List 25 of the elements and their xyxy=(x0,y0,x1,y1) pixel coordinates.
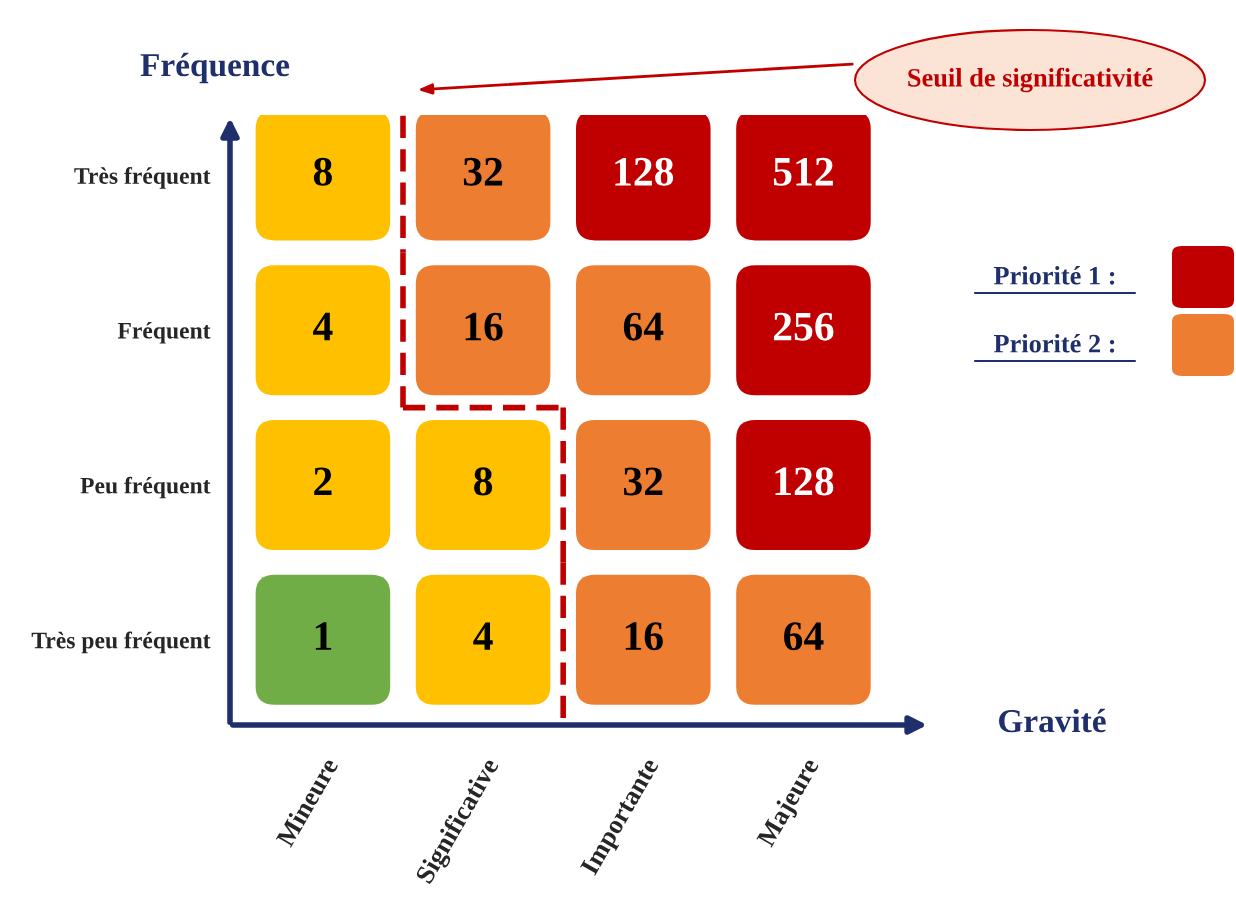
data-label: 16 xyxy=(625,622,663,651)
x-axis-title: Gravité xyxy=(999,708,1106,733)
data-label: 128 xyxy=(615,157,674,186)
data-label: 4 xyxy=(313,312,333,341)
legend-label: Priorité 1 : xyxy=(993,266,1115,285)
legend-label: Priorité 2 : xyxy=(993,334,1115,353)
data-label: 8 xyxy=(474,467,493,496)
data-label: 64 xyxy=(784,622,824,651)
data-label: 8 xyxy=(313,157,332,186)
data-label: 32 xyxy=(463,157,503,186)
data-label: 256 xyxy=(773,312,834,341)
data-label: 128 xyxy=(775,467,834,496)
y-tick-label: Très fréquent xyxy=(74,167,211,189)
data-label: 64 xyxy=(623,312,664,341)
y-tick-label: Fréquent xyxy=(117,322,211,344)
data-label: 32 xyxy=(624,467,663,496)
text: Seuil de significativité xyxy=(908,67,1153,93)
data-label: 4 xyxy=(473,622,493,650)
y-axis-title: Fréquence xyxy=(140,52,290,84)
y-tick-label: Très peu fréquent xyxy=(31,631,211,654)
data-label: 1 xyxy=(315,622,332,650)
data-label: 16 xyxy=(465,312,503,341)
data-label: 2 xyxy=(314,467,332,496)
y-tick-label: Peu fréquent xyxy=(80,476,211,499)
data-label: 512 xyxy=(773,157,833,186)
